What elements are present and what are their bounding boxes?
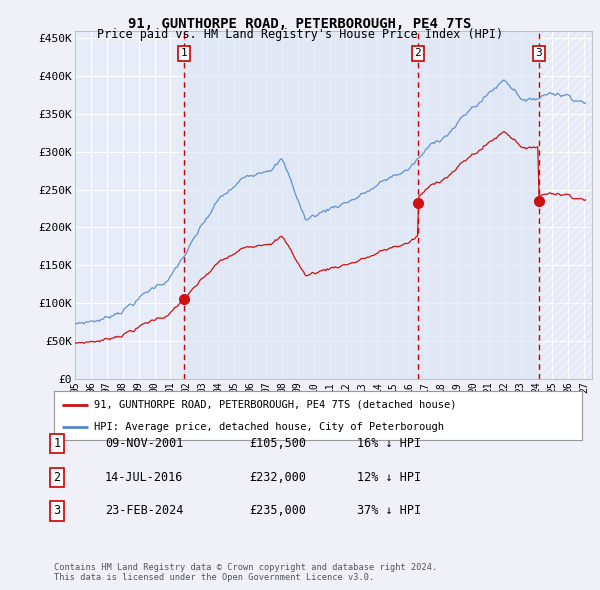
Text: Contains HM Land Registry data © Crown copyright and database right 2024.
This d: Contains HM Land Registry data © Crown c… [54,563,437,582]
Text: Price paid vs. HM Land Registry's House Price Index (HPI): Price paid vs. HM Land Registry's House … [97,28,503,41]
Bar [418,31,539,379]
Text: £235,000: £235,000 [249,504,306,517]
Text: 09-NOV-2001: 09-NOV-2001 [105,437,184,450]
Text: 23-FEB-2024: 23-FEB-2024 [105,504,184,517]
Text: 3: 3 [53,504,61,517]
Text: 2: 2 [415,48,421,58]
Text: 1: 1 [181,48,188,58]
Text: 91, GUNTHORPE ROAD, PETERBOROUGH, PE4 7TS (detached house): 91, GUNTHORPE ROAD, PETERBOROUGH, PE4 7T… [94,399,456,409]
Text: HPI: Average price, detached house, City of Peterborough: HPI: Average price, detached house, City… [94,422,443,432]
Text: £105,500: £105,500 [249,437,306,450]
Bar [539,31,592,379]
Text: 37% ↓ HPI: 37% ↓ HPI [357,504,421,517]
Text: 12% ↓ HPI: 12% ↓ HPI [357,471,421,484]
Text: 16% ↓ HPI: 16% ↓ HPI [357,437,421,450]
Text: 14-JUL-2016: 14-JUL-2016 [105,471,184,484]
Text: £232,000: £232,000 [249,471,306,484]
Bar [184,31,418,379]
Text: 91, GUNTHORPE ROAD, PETERBOROUGH, PE4 7TS: 91, GUNTHORPE ROAD, PETERBOROUGH, PE4 7T… [128,17,472,31]
Text: 3: 3 [536,48,542,58]
Text: 2: 2 [53,471,61,484]
Text: 1: 1 [53,437,61,450]
